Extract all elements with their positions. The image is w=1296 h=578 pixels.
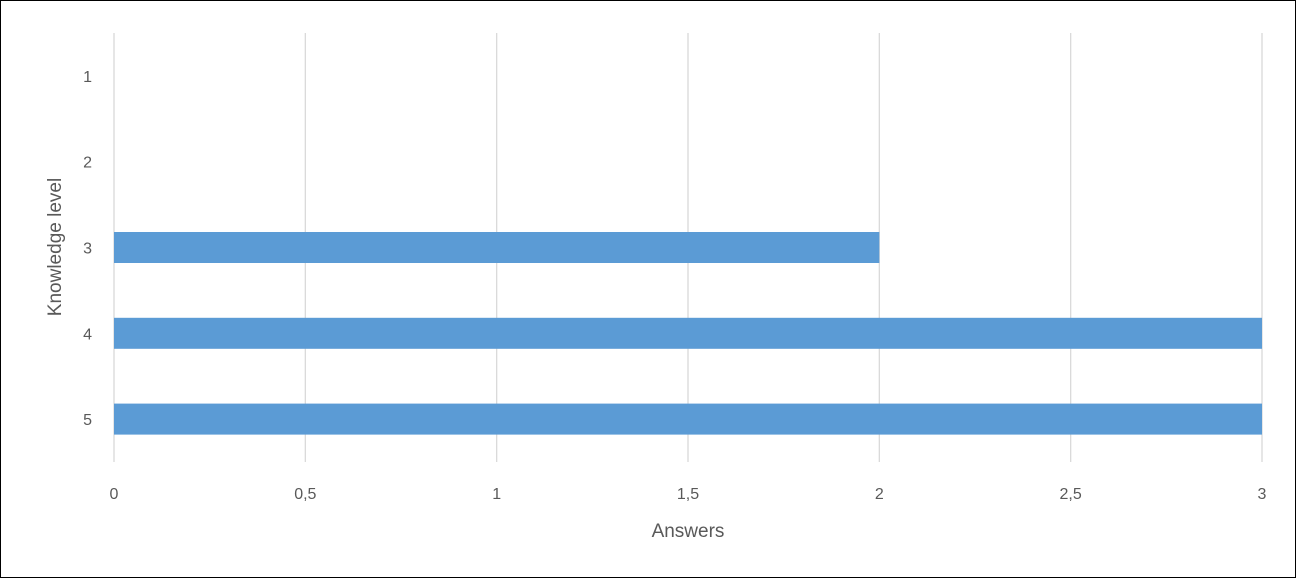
bars — [114, 232, 1262, 435]
bar-level-3 — [114, 232, 880, 263]
y-tick-label: 3 — [83, 241, 92, 258]
x-tick-label: 2,5 — [1060, 486, 1082, 503]
y-tick-label: 1 — [83, 69, 92, 86]
y-tick-label: 4 — [83, 326, 92, 343]
y-tick-label: 2 — [83, 155, 92, 172]
x-tick-label: 1 — [492, 486, 501, 503]
x-axis-title: Answers — [652, 521, 725, 542]
x-tick-label: 2 — [875, 486, 884, 503]
x-axis-ticks: 0 0,5 1 1,5 2 2,5 3 — [110, 486, 1267, 503]
x-tick-label: 1,5 — [677, 486, 699, 503]
bar-level-4 — [114, 317, 1262, 349]
x-tick-label: 0 — [110, 486, 119, 503]
bar-level-5 — [114, 403, 1262, 435]
y-axis-title: Knowledge level — [45, 178, 66, 316]
y-axis-ticks: 1 2 3 4 5 — [83, 69, 92, 429]
y-tick-label: 5 — [83, 412, 92, 429]
x-tick-label: 0,5 — [294, 486, 316, 503]
x-tick-label: 3 — [1258, 486, 1267, 503]
